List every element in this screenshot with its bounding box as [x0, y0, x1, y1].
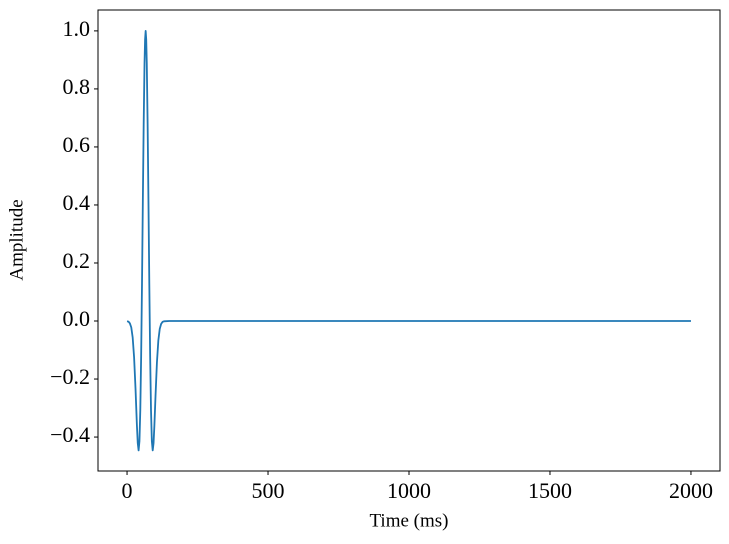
- x-tick-label: 0: [122, 478, 133, 503]
- y-tick-label: −0.2: [50, 364, 90, 389]
- y-tick-label: −0.4: [50, 422, 90, 447]
- y-tick-label: 1.0: [63, 16, 91, 41]
- y-tick-label: 0.2: [63, 248, 91, 273]
- line-series: [126, 29, 691, 452]
- x-tick-label: 2000: [669, 478, 713, 503]
- plot-frame: [97, 9, 721, 472]
- x-tick-label: 1000: [387, 478, 431, 503]
- y-tick-label: 0.6: [63, 132, 91, 157]
- y-tick-label: 0.0: [63, 306, 91, 331]
- y-tick-label: 0.4: [63, 190, 91, 215]
- x-tick-label: 500: [252, 478, 285, 503]
- y-tick-label: 0.8: [63, 74, 91, 99]
- y-axis-label: Amplitude: [6, 199, 27, 280]
- x-tick-label: 1500: [528, 478, 572, 503]
- x-axis-label: Time (ms): [369, 510, 448, 531]
